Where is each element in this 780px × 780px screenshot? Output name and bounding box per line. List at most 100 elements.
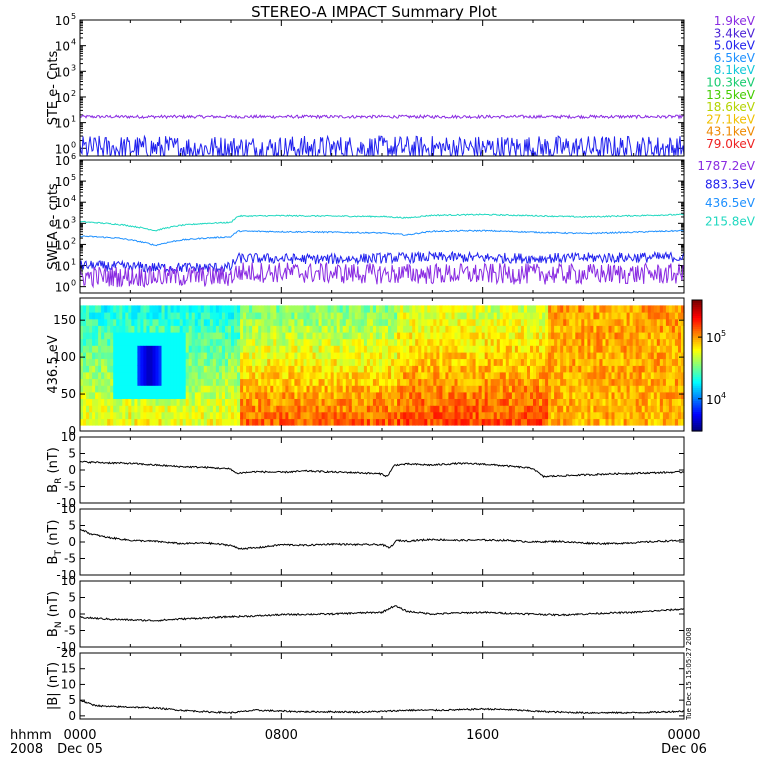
pad-heatmap-cell	[306, 418, 311, 426]
bt-ytick-label: -10	[56, 568, 76, 582]
pad-heatmap-cell	[158, 398, 163, 406]
pad-heatmap-cell	[638, 398, 643, 406]
pad-heatmap-cell	[391, 411, 395, 420]
pad-heatmap-cell	[662, 411, 667, 420]
pad-heatmap-cell	[653, 411, 658, 420]
pad-heatmap-cell	[560, 358, 564, 366]
pad-heatmap-cell	[357, 325, 362, 333]
pad-heatmap-cell	[161, 312, 166, 320]
pad-heatmap-cell	[602, 345, 607, 353]
pad-heatmap-cell	[354, 391, 359, 399]
pad-heatmap-cell	[382, 398, 386, 406]
pad-heatmap-cell	[397, 391, 401, 399]
pad-heatmap-cell	[258, 318, 262, 326]
pad-heatmap-cell	[110, 371, 114, 380]
pad-heatmap-cell	[635, 345, 640, 353]
pad-heatmap-cell	[614, 371, 619, 380]
pad-heatmap-cell	[306, 338, 311, 346]
pad-heatmap-cell	[421, 325, 425, 333]
pad-heatmap-cell	[487, 351, 492, 360]
pad-heatmap-cell	[351, 338, 356, 346]
pad-heatmap-cell	[557, 351, 561, 360]
pad-heatmap-cell	[596, 325, 600, 333]
pad-heatmap-cell	[394, 371, 398, 380]
pad-heatmap-cell	[228, 405, 232, 413]
pad-heatmap-cell	[182, 345, 187, 353]
pad-heatmap-cell	[388, 398, 392, 406]
pad-heatmap-cell	[493, 312, 498, 320]
pad-heatmap-cell	[572, 332, 576, 340]
pad-heatmap-cell	[333, 398, 338, 406]
pad-heatmap-cell	[276, 398, 280, 406]
pad-heatmap-cell	[122, 312, 126, 320]
pad-heatmap-cell	[569, 305, 573, 313]
pad-heatmap-cell	[620, 398, 625, 406]
pad-heatmap-cell	[511, 312, 516, 320]
pad-heatmap-cell	[86, 305, 90, 313]
pad-heatmap-cell	[527, 371, 531, 380]
pad-heatmap-cell	[324, 345, 329, 353]
pad-heatmap-cell	[164, 365, 169, 373]
pad-heatmap-cell	[678, 418, 682, 426]
pad-heatmap-cell	[572, 318, 576, 326]
bt-series-line	[80, 528, 684, 550]
pad-heatmap-cell	[608, 312, 613, 320]
pad-heatmap-cell	[98, 305, 102, 313]
pad-heatmap-cell	[240, 405, 244, 413]
pad-heatmap-cell	[285, 398, 289, 406]
pad-heatmap-cell	[641, 385, 646, 393]
pad-heatmap-cell	[678, 411, 682, 420]
pad-heatmap-cell	[472, 338, 477, 346]
pad-heatmap-cell	[539, 398, 543, 406]
pad-heatmap-cell	[653, 378, 658, 386]
pad-heatmap-cell	[545, 411, 549, 420]
pad-heatmap-cell	[261, 385, 265, 393]
pad-heatmap-cell	[137, 305, 141, 313]
pad-heatmap-cell	[197, 405, 202, 413]
pad-heatmap-cell	[623, 385, 628, 393]
pad-heatmap-cell	[463, 418, 468, 426]
pad-heatmap-cell	[122, 371, 126, 380]
pad-heatmap-cell	[267, 325, 271, 333]
pad-heatmap-cell	[475, 345, 480, 353]
pad-heatmap-cell	[644, 398, 649, 406]
pad-heatmap-cell	[261, 411, 265, 420]
pad-heatmap-cell	[397, 411, 401, 420]
pad-heatmap-cell	[125, 305, 129, 313]
pad-heatmap-cell	[128, 351, 132, 360]
pad-heatmap-cell	[146, 345, 150, 353]
pad-heatmap-cell	[406, 351, 410, 360]
pad-heatmap-cell	[182, 338, 187, 346]
pad-heatmap-cell	[288, 345, 292, 353]
pad-heatmap-cell	[89, 371, 93, 380]
pad-heatmap-cell	[499, 351, 504, 360]
pad-heatmap-cell	[388, 325, 392, 333]
pad-heatmap-cell	[321, 332, 326, 340]
pad-heatmap-cell	[116, 318, 120, 326]
pad-heatmap-cell	[662, 391, 667, 399]
pad-heatmap-cell	[626, 391, 631, 399]
pad-heatmap-cell	[659, 371, 664, 380]
pad-heatmap-cell	[620, 325, 625, 333]
pad-heatmap-cell	[194, 332, 199, 340]
pad-heatmap-cell	[86, 391, 90, 399]
pad-heatmap-cell	[351, 312, 356, 320]
pad-heatmap-cell	[644, 405, 649, 413]
pad-heatmap-cell	[267, 345, 271, 353]
pad-heatmap-cell	[261, 345, 265, 353]
pad-heatmap-cell	[563, 391, 567, 399]
pad-heatmap-cell	[681, 312, 685, 320]
pad-heatmap-cell	[206, 411, 211, 420]
pad-heatmap-cell	[409, 385, 413, 393]
pad-heatmap-cell	[282, 305, 286, 313]
pad-heatmap-cell	[83, 345, 87, 353]
bt-ylabel: BT (nT)	[46, 520, 64, 565]
pad-heatmap-cell	[421, 365, 425, 373]
pad-heatmap-cell	[578, 345, 582, 353]
pad-heatmap-cell	[442, 385, 446, 393]
pad-heatmap-cell	[261, 312, 265, 320]
pad-heatmap-cell	[164, 338, 169, 346]
pad-heatmap-cell	[460, 358, 465, 366]
pad-heatmap-cell	[614, 332, 619, 340]
